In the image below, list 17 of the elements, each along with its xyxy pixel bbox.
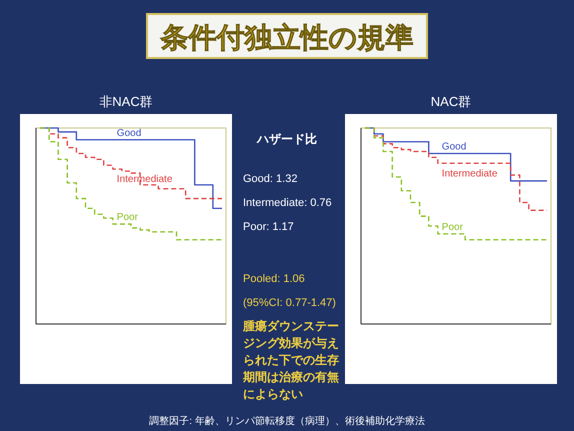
series-label: Intermediate	[442, 168, 498, 180]
text: ハザード比	[256, 132, 317, 146]
text: Poor: 1.17	[243, 221, 294, 233]
chart-title: NAC群	[430, 94, 472, 109]
series-label: Poor	[442, 222, 464, 233]
series-label: Good	[116, 128, 142, 139]
text: 調整因子: 年齢、リンパ節転移度（病理）、術後補助化学療法	[149, 415, 425, 427]
series-label: Poor	[116, 212, 139, 224]
text: Intermediate: 0.76	[243, 197, 332, 209]
text: 腫瘍ダウンステージング効果が与えられた下での生存期間は治療の有無によらない	[242, 319, 339, 401]
chart-title: 非NAC群	[99, 94, 153, 109]
text: 条件付独立性の規準	[160, 22, 414, 53]
text: (95%CI: 0.77-1.47)	[243, 297, 336, 309]
text: Pooled: 1.06	[243, 273, 305, 285]
text: Good: 1.32	[243, 173, 298, 185]
series-label: Intermediate	[116, 174, 173, 186]
series-label: Good	[442, 141, 466, 152]
